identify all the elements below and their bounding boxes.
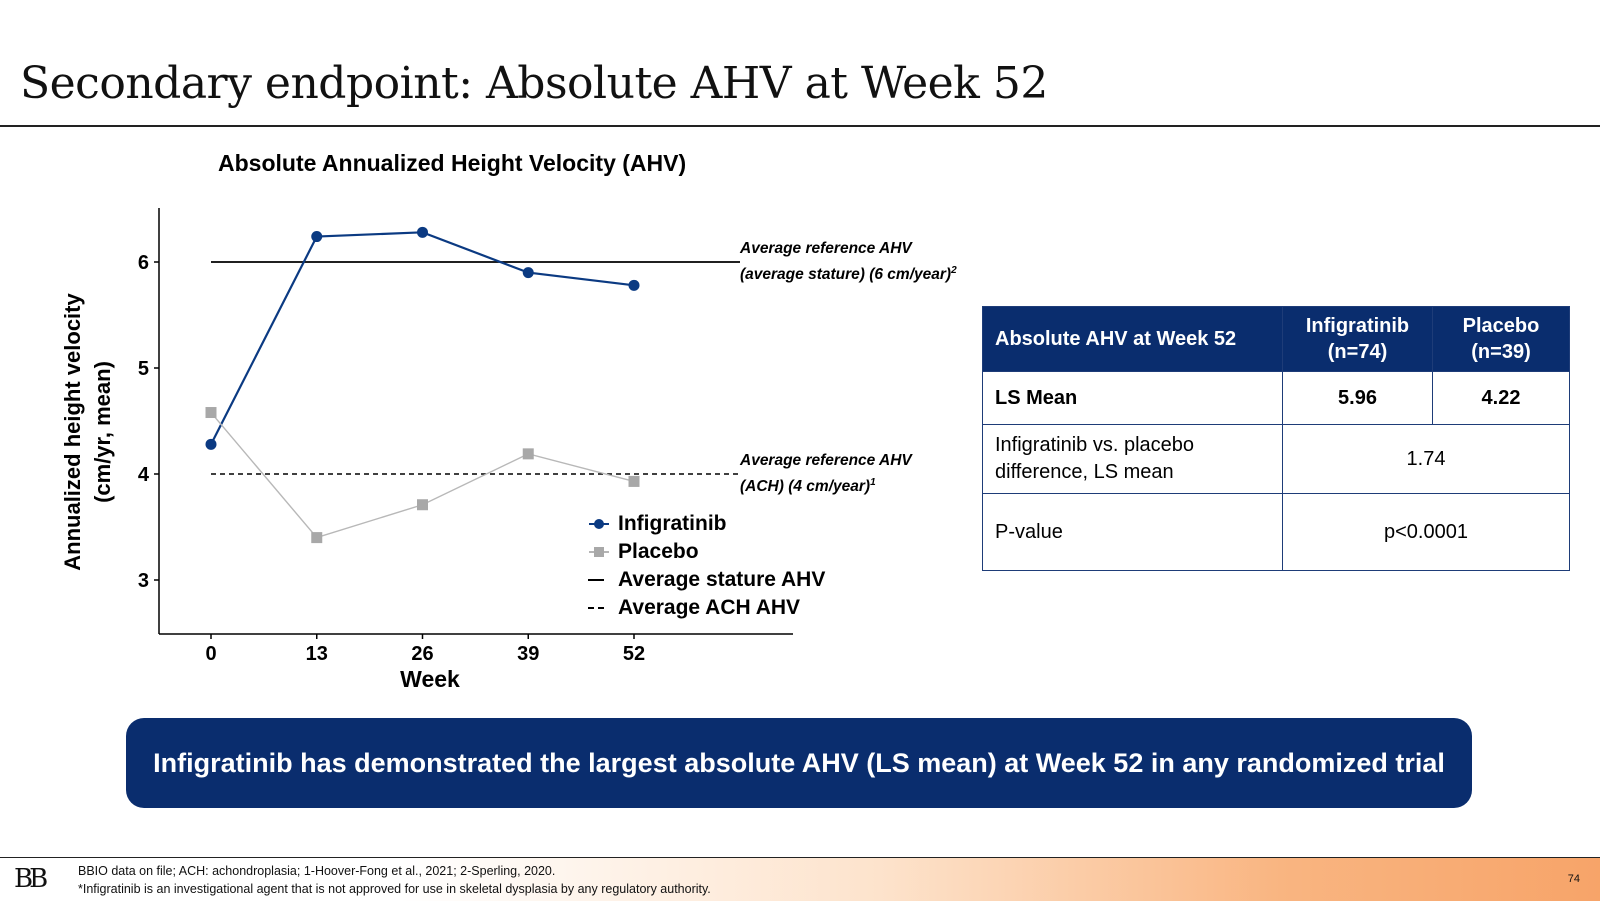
results-table: Absolute AHV at Week 52 Infigratinib (n=…: [982, 306, 1570, 571]
data-point-infigratinib: [522, 267, 534, 279]
table-header-endpoint: Absolute AHV at Week 52: [982, 306, 1283, 372]
data-point-placebo: [417, 499, 428, 511]
table-row-p-value: P-value p<0.0001: [982, 493, 1570, 571]
reference-label-ach-line2: (ACH) (4 cm/year): [740, 478, 871, 496]
circle-marker-icon: [586, 514, 612, 534]
table-header-infigratinib-text: Infigratinib (n=74): [1305, 315, 1410, 363]
x-tick-label: 26: [411, 643, 433, 665]
footer-notes: BBIO data on file; ACH: achondroplasia; …: [78, 862, 711, 898]
key-message-banner: Infigratinib has demonstrated the larges…: [126, 718, 1472, 808]
x-tick-label: 52: [623, 643, 645, 665]
table-header-row: Absolute AHV at Week 52 Infigratinib (n=…: [982, 306, 1570, 372]
legend-label-average-stature: Average stature AHV: [618, 568, 826, 591]
square-marker-icon: [586, 542, 612, 562]
ls-mean-placebo: 4.22: [1432, 371, 1570, 425]
data-point-placebo: [311, 532, 323, 544]
reference-label-stature: Average reference AHV (average stature) …: [740, 238, 957, 286]
ls-mean-label: LS Mean: [982, 371, 1283, 425]
reference-label-ach: Average reference AHV (ACH) (4 cm/year)1: [740, 450, 912, 498]
p-value-label: P-value: [982, 493, 1283, 571]
reference-label-ach-sup: 1: [870, 477, 876, 488]
legend-label-placebo: Placebo: [618, 540, 699, 563]
legend-label-infigratinib: Infigratinib: [618, 512, 727, 535]
ahv-line-chart: 3 4 5 6 0 13 26 39 52 Week: [138, 208, 793, 692]
x-tick-label: 39: [517, 643, 539, 665]
legend-label-average-ach: Average ACH AHV: [618, 596, 801, 619]
ls-mean-infigratinib: 5.96: [1282, 371, 1433, 425]
title-divider: [0, 125, 1600, 127]
x-tick-label: 13: [306, 643, 328, 665]
y-tick-label: 6: [138, 252, 149, 274]
x-tick-label: 0: [205, 643, 216, 665]
dashed-line-icon: [586, 598, 612, 618]
footer-references: BBIO data on file; ACH: achondroplasia; …: [78, 864, 556, 878]
difference-value: 1.74: [1282, 424, 1570, 494]
footer-disclaimer: *Infigratinib is an investigational agen…: [78, 882, 711, 896]
series-line-infigratinib: [210, 231, 635, 445]
solid-line-icon: [586, 570, 612, 590]
reference-label-ach-line1: Average reference AHV: [740, 452, 912, 469]
legend-item-average-stature: Average stature AHV: [586, 566, 825, 594]
slide-title: Secondary endpoint: Absolute AHV at Week…: [20, 58, 1048, 109]
data-point-infigratinib: [417, 226, 428, 238]
data-point-infigratinib: [311, 231, 323, 243]
data-point-placebo: [628, 475, 640, 487]
chart-title: Absolute Annualized Height Velocity (AHV…: [218, 150, 687, 176]
y-tick-label: 3: [138, 570, 149, 592]
table-header-infigratinib: Infigratinib (n=74): [1282, 306, 1433, 372]
reference-label-stature-line1: Average reference AHV: [740, 240, 912, 257]
y-tick-label: 5: [138, 358, 149, 380]
table-header-placebo: Placebo (n=39): [1432, 306, 1570, 372]
x-axis-label: Week: [400, 666, 460, 692]
reference-label-stature-sup: 2: [951, 265, 957, 276]
chart-legend: Infigratinib Placebo Average stature AHV…: [586, 510, 825, 622]
table-row-difference: Infigratinib vs. placebo difference, LS …: [982, 424, 1570, 494]
legend-item-average-ach: Average ACH AHV: [586, 594, 825, 622]
company-logo: BB: [14, 864, 48, 894]
data-point-infigratinib: [205, 438, 217, 450]
legend-item-infigratinib: Infigratinib: [586, 510, 825, 538]
table-header-placebo-text: Placebo (n=39): [1462, 315, 1540, 363]
data-point-placebo: [205, 407, 217, 419]
data-point-placebo: [522, 448, 534, 460]
data-point-infigratinib: [628, 279, 640, 291]
reference-label-stature-line2: (average stature) (6 cm/year): [740, 266, 952, 284]
legend-item-placebo: Placebo: [586, 538, 825, 566]
page-number: 74: [1567, 873, 1580, 885]
p-value-value: p<0.0001: [1282, 493, 1570, 571]
series-line-placebo: [210, 412, 635, 539]
footer: BB BBIO data on file; ACH: achondroplasi…: [0, 857, 1600, 901]
table-row-ls-mean: LS Mean 5.96 4.22: [982, 371, 1570, 425]
difference-label: Infigratinib vs. placebo difference, LS …: [982, 424, 1283, 494]
y-tick-label: 4: [138, 464, 150, 486]
